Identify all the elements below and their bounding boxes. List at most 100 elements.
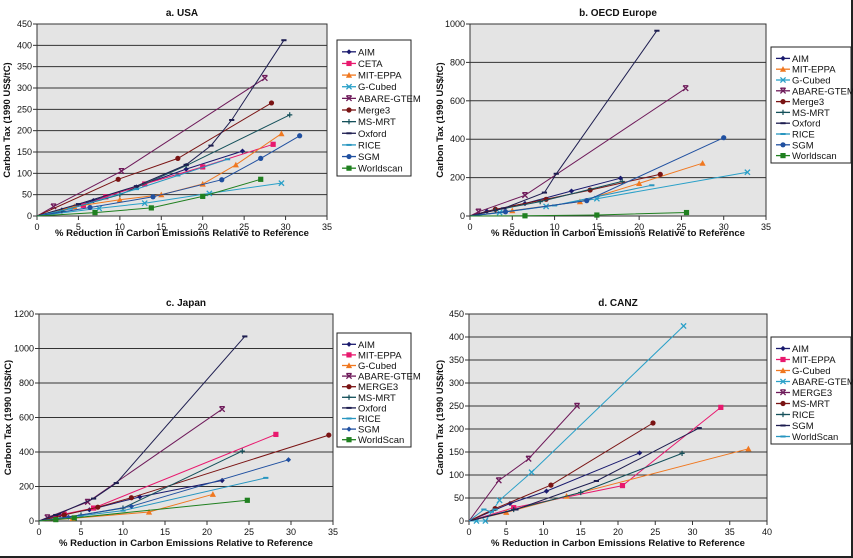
data-point — [521, 192, 529, 199]
legend-label: SGM — [358, 425, 380, 436]
legend-label: MERGE3 — [792, 388, 832, 399]
series-line — [468, 405, 578, 522]
x-tick-label: 35 — [322, 222, 332, 232]
x-tick-label: 15 — [576, 527, 586, 537]
data-point — [71, 515, 77, 521]
data-point — [553, 172, 559, 175]
x-tick-label: 10 — [550, 222, 560, 232]
data-point — [92, 209, 98, 216]
y-tick-label: 200 — [450, 173, 465, 183]
data-point — [619, 482, 626, 489]
legend-marker — [780, 424, 786, 427]
data-point — [287, 112, 293, 118]
legend-item: AIM — [776, 54, 809, 65]
y-tick-label: 600 — [19, 413, 34, 423]
data-point — [53, 517, 59, 523]
data-point — [258, 155, 264, 161]
data-point — [481, 508, 487, 511]
plot-area — [469, 23, 767, 217]
legend-label: WorldScan — [792, 432, 838, 443]
legend-item: Worldscan — [342, 164, 403, 175]
data-point — [50, 203, 57, 210]
data-point — [141, 200, 148, 207]
data-point — [679, 450, 685, 456]
series-line — [469, 137, 724, 217]
legend-marker — [780, 435, 786, 438]
y-tick-label: 1000 — [14, 344, 34, 354]
x-tick-label: 40 — [762, 527, 772, 537]
x-tick-label: 35 — [761, 222, 771, 232]
x-tick-label: 30 — [281, 222, 291, 232]
legend-marker — [346, 352, 352, 358]
data-point — [482, 517, 489, 525]
legend-marker — [780, 400, 786, 407]
legend-item: RICE — [342, 140, 381, 151]
data-point — [278, 180, 285, 187]
data-point — [67, 207, 73, 210]
data-point — [103, 194, 109, 200]
data-point — [91, 497, 97, 500]
legend-marker — [346, 437, 352, 443]
x-tick-label: 20 — [202, 527, 212, 537]
data-point — [78, 514, 84, 517]
x-tick-label: 30 — [687, 527, 697, 537]
data-point — [297, 133, 303, 139]
legend-label: SGM — [792, 140, 814, 151]
x-tick-label: 5 — [78, 527, 83, 537]
legend-label: MIT-EPPA — [358, 71, 402, 82]
x-tick-label: 25 — [650, 527, 660, 537]
legend-marker — [779, 367, 787, 374]
legend-marker — [346, 165, 352, 171]
legend-item: G-Cubed — [776, 76, 831, 87]
data-point — [488, 510, 494, 513]
y-tick-label: 400 — [19, 447, 34, 457]
y-axis-label: Carbon Tax (1990 US$/tC) — [3, 360, 14, 475]
legend-label: AIM — [792, 54, 809, 65]
legend-label: SGM — [358, 152, 380, 163]
x-tick-label: 5 — [510, 222, 515, 232]
data-point — [95, 504, 101, 510]
x-tick-label: 35 — [328, 527, 338, 537]
legend-item: SGM — [776, 421, 814, 432]
data-point — [224, 158, 231, 161]
x-axis-label: % Reduction in Carbon Emissions Relative… — [55, 228, 309, 239]
y-tick-label: 250 — [449, 401, 464, 411]
legend-item: WorldScan — [342, 435, 404, 446]
data-point — [594, 212, 600, 218]
legend-label: G-Cubed — [792, 366, 831, 377]
legend-marker — [345, 362, 353, 369]
legend-marker — [345, 95, 353, 102]
data-point — [285, 457, 292, 463]
y-tick-label: 0 — [29, 516, 34, 526]
x-tick-label: 25 — [244, 527, 254, 537]
legend-marker — [780, 142, 786, 148]
data-point — [273, 431, 279, 438]
legend-item: ABARE-GTEM — [342, 372, 421, 383]
data-point — [522, 213, 528, 219]
y-tick-label: 800 — [19, 378, 34, 388]
series-line — [469, 212, 687, 217]
legend-label: G-Cubed — [358, 82, 397, 93]
legend-marker — [346, 341, 352, 347]
data-point — [87, 204, 93, 211]
legend-label: AIM — [358, 47, 375, 58]
data-point — [209, 491, 216, 497]
data-point — [113, 482, 119, 485]
series-worldscan — [38, 497, 250, 523]
legend-marker — [346, 60, 352, 67]
data-point — [649, 184, 655, 187]
series-worldscan — [468, 508, 498, 522]
x-tick-label: 10 — [538, 527, 548, 537]
legend-marker — [346, 417, 352, 420]
legend-label: Oxford — [792, 119, 821, 130]
legend-item: ABARE-GTEM — [776, 377, 853, 388]
data-point — [501, 207, 507, 210]
series-merge3 — [38, 432, 332, 522]
data-point — [244, 497, 250, 503]
legend: AIMMIT-EPPAG-CubedABARE-GTEMMerge3MS-MRT… — [770, 46, 853, 164]
y-tick-label: 600 — [450, 96, 465, 106]
legend-item: ABARE-GTEM — [776, 86, 853, 97]
legend-marker — [346, 384, 352, 390]
legend-marker — [780, 55, 786, 61]
